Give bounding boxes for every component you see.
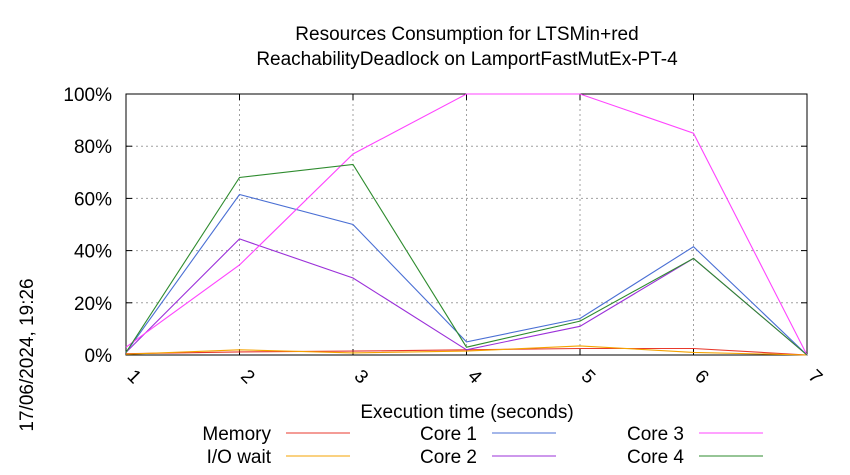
- y-tick-label: 0%: [85, 346, 113, 367]
- series-line-core-2: [125, 238, 808, 356]
- x-axis: 1 2 3 4 5 6 7: [123, 94, 826, 389]
- timestamp-label: 17/06/2024, 19:26: [17, 278, 38, 431]
- series-lines: [125, 93, 808, 356]
- x-tick-label: 4: [463, 366, 486, 389]
- x-tick-label: 6: [690, 366, 712, 388]
- legend-label-i-o-wait: I/O wait: [207, 447, 272, 468]
- legend-label-memory: Memory: [202, 424, 271, 445]
- chart-subtitle: ReachabilityDeadlock on LamportFastMutEx…: [256, 49, 678, 70]
- legend-label-core-1: Core 1: [420, 424, 477, 445]
- series-line-core-1: [125, 193, 808, 356]
- series-line-i-o-wait: [125, 345, 808, 356]
- series-line-core-4: [125, 163, 808, 356]
- x-tick-label: 2: [236, 366, 258, 388]
- y-axis: 0% 20% 40% 60% 80% 100%: [63, 85, 807, 367]
- y-tick-label: 20%: [74, 294, 112, 315]
- y-tick-label: 60%: [74, 189, 112, 210]
- series-line-core-3: [125, 93, 808, 356]
- x-tick-label: 7: [804, 366, 826, 388]
- legend-label-core-2: Core 2: [420, 447, 477, 468]
- x-tick-label: 1: [123, 366, 145, 388]
- y-tick-label: 80%: [74, 137, 112, 158]
- x-tick-label: 3: [350, 366, 372, 388]
- y-tick-label: 40%: [74, 242, 112, 263]
- legend-label-core-3: Core 3: [627, 424, 684, 445]
- grid: [126, 94, 807, 355]
- chart-title: Resources Consumption for LTSMin+red: [295, 24, 638, 45]
- legend-label-core-4: Core 4: [627, 447, 684, 468]
- x-axis-label: Execution time (seconds): [360, 402, 573, 423]
- y-tick-label: 100%: [63, 85, 112, 106]
- x-tick-label: 5: [577, 366, 599, 388]
